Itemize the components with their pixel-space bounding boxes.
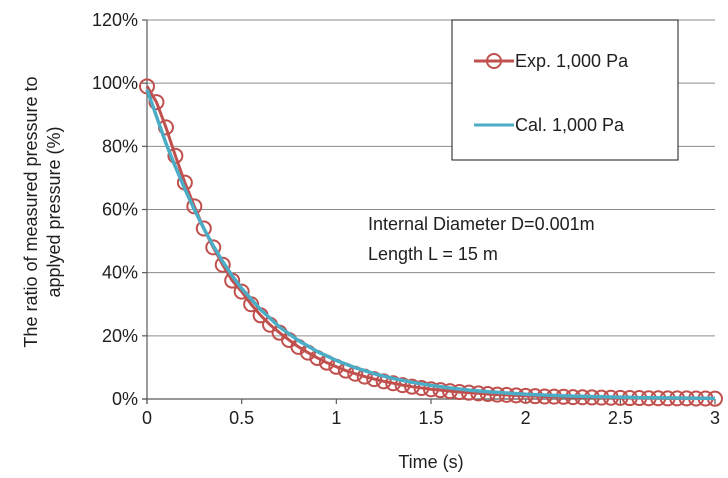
y-tick-label: 40% bbox=[102, 263, 138, 283]
y-tick-label: 20% bbox=[102, 326, 138, 346]
series-layer bbox=[139, 78, 723, 407]
series-exp-point bbox=[441, 383, 458, 400]
series-exp-point bbox=[394, 377, 411, 394]
series-exp-point bbox=[205, 239, 222, 256]
y-tick-label: 80% bbox=[102, 136, 138, 156]
series-exp-point bbox=[385, 375, 402, 392]
series-exp-point bbox=[195, 220, 212, 237]
legend-exp-marker bbox=[486, 53, 502, 69]
series-exp-point bbox=[460, 384, 477, 401]
tick-labels: 0% 20% 40% 60% 80% 100% 120% 0 0.5 1 1.5 2 2.5 3 bbox=[92, 10, 720, 428]
y-tick-label: 0% bbox=[112, 389, 138, 409]
series-exp-point bbox=[214, 256, 231, 273]
legend-exp-label: Exp. 1,000 Pa bbox=[515, 51, 629, 71]
series-exp-point bbox=[423, 381, 439, 398]
x-tick-label: 2 bbox=[521, 408, 531, 428]
series-exp-point bbox=[451, 384, 468, 401]
x-tick-label: 3 bbox=[710, 408, 720, 428]
x-tick-label: 1 bbox=[331, 408, 341, 428]
y-axis-title-line-1: The ratio of measured pressure to bbox=[21, 76, 41, 347]
x-tick-label: 1.5 bbox=[418, 408, 443, 428]
legend: Exp. 1,000 Pa Cal. 1,000 Pa bbox=[451, 19, 679, 161]
series-exp-point bbox=[413, 379, 430, 396]
annotation-length: Length L = 15 m bbox=[368, 244, 498, 264]
x-tick-label: 0.5 bbox=[229, 408, 254, 428]
series-cal-line bbox=[145, 88, 716, 401]
y-axis-title-line-2: applyed pressure (%) bbox=[44, 126, 64, 297]
series-exp-point bbox=[148, 94, 165, 111]
x-tick-label: 0 bbox=[142, 408, 152, 428]
series-exp-point bbox=[470, 385, 487, 402]
legend-cal-label: Cal. 1,000 Pa bbox=[515, 115, 625, 135]
y-tick-label: 120% bbox=[92, 10, 138, 30]
y-tick-label: 60% bbox=[102, 200, 138, 220]
x-tick-label: 2.5 bbox=[608, 408, 633, 428]
y-tick-label: 100% bbox=[92, 73, 138, 93]
x-axis-title: Time (s) bbox=[398, 452, 463, 472]
series-exp-point bbox=[233, 283, 250, 300]
annotation-diameter: Internal Diameter D=0.001m bbox=[368, 214, 595, 234]
series-exp-point bbox=[404, 378, 421, 395]
legend-box bbox=[451, 19, 679, 161]
gridlines bbox=[147, 19, 715, 337]
series-exp-point bbox=[432, 382, 449, 399]
